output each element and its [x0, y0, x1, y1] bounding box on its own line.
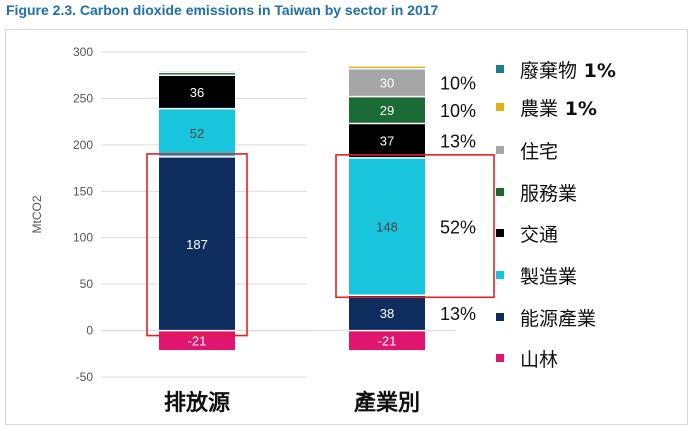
bar-segment [349, 96, 425, 124]
bar-segment [349, 68, 425, 97]
legend-suffix: 1% [577, 59, 616, 82]
legend-item-services: 服務業 [496, 177, 577, 207]
bar-segment [159, 72, 235, 76]
highlight-box [335, 154, 495, 299]
y-tick-label: 150 [73, 184, 93, 198]
legend-label: 農業 [520, 97, 559, 120]
legend-suffix: 1% [558, 97, 597, 120]
data-label: 52 [190, 126, 204, 141]
data-label: 38 [380, 306, 394, 321]
legend-item-manufacturing: 製造業 [496, 260, 577, 290]
legend-swatch [496, 103, 504, 111]
data-label: -21 [188, 333, 207, 348]
bar-segment [159, 108, 235, 157]
legend-item-transport: 交通 [496, 218, 558, 248]
legend-label: 交通 [520, 223, 559, 246]
legend-label: 住宅 [520, 140, 559, 163]
data-label: 37 [380, 134, 394, 149]
highlight-box [146, 153, 248, 337]
percent-annotation: 13% [440, 132, 476, 152]
data-label: 148 [376, 220, 398, 235]
legend-label: 能源產業 [520, 307, 597, 330]
legend-label: 服務業 [520, 182, 578, 205]
bar-segment [159, 156, 235, 331]
x-category-label: 排放源 [164, 390, 230, 416]
legend-swatch [496, 146, 504, 154]
percent-annotation: 10% [440, 101, 476, 121]
legend-swatch [496, 65, 504, 73]
bar-segment [349, 65, 425, 69]
y-tick-label: 200 [73, 138, 93, 152]
percent-annotation: 52% [440, 218, 476, 238]
chart-frame [5, 29, 688, 425]
data-label: 30 [380, 76, 394, 91]
legend-item-residential: 住宅 [496, 135, 558, 165]
y-tick-label: 300 [73, 45, 93, 59]
data-label: 29 [380, 103, 394, 118]
bar-segment [349, 295, 425, 331]
percent-annotation: 10% [440, 74, 476, 94]
bar-segment [349, 123, 425, 158]
legend-swatch [496, 354, 504, 362]
x-category-label: 產業別 [354, 390, 420, 416]
y-tick-label: 0 [86, 324, 93, 338]
legend-item-agriculture: 農業 1% [496, 92, 597, 122]
legend-item-waste: 廢棄物 1% [496, 54, 616, 84]
legend-swatch [496, 229, 504, 237]
legend-swatch [496, 313, 504, 321]
legend-label: 山林 [520, 348, 559, 371]
legend-swatch [496, 271, 504, 279]
data-label: 187 [186, 237, 208, 252]
legend-label: 廢棄物 [520, 59, 578, 82]
data-label: -21 [378, 333, 397, 348]
y-tick-label: 250 [73, 91, 93, 105]
legend-item-forestry: 山林 [496, 343, 558, 373]
percent-annotation: 13% [440, 304, 476, 324]
y-tick-label: 50 [80, 277, 94, 291]
y-tick-label: -50 [76, 370, 94, 384]
y-axis-label: MtCO2 [30, 195, 44, 233]
y-tick-label: 100 [73, 231, 93, 245]
bar-segment [159, 70, 235, 73]
bar-segment [349, 330, 425, 351]
legend-swatch [496, 188, 504, 196]
bar-segment [159, 75, 235, 109]
legend-item-energy: 能源產業 [496, 302, 596, 332]
figure-title: Figure 2.3. Carbon dioxide emissions in … [6, 2, 439, 18]
data-label: 36 [190, 85, 204, 100]
legend-label: 製造業 [520, 265, 578, 288]
bar-segment [349, 157, 425, 296]
